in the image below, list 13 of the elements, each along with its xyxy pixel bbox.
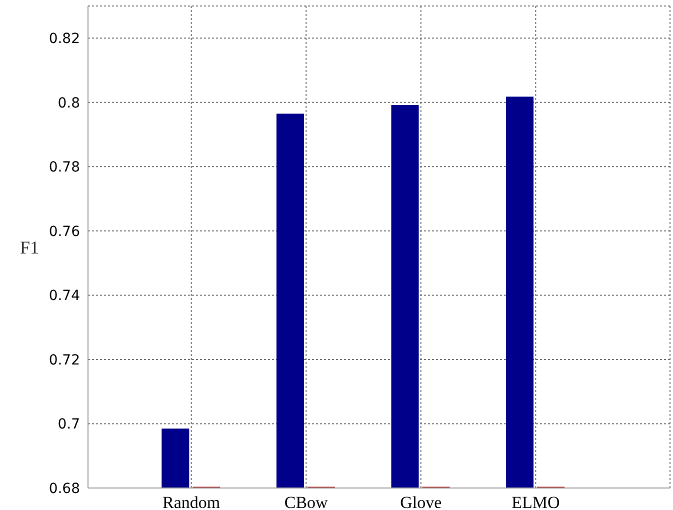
y-axis-title: F1: [20, 237, 40, 258]
x-tick-label: Random: [162, 493, 220, 510]
y-tick-label: 0.7: [58, 416, 80, 433]
y-tick-label: 0.74: [48, 288, 80, 304]
y-tick-label: 0.68: [48, 480, 80, 497]
y-tick-label: 0.72: [48, 352, 80, 368]
y-tick-label: 0.8: [58, 95, 80, 112]
x-tick-label: ELMO: [512, 493, 560, 510]
y-tick-label: 0.82: [48, 31, 80, 48]
x-tick-label: Glove: [400, 493, 442, 510]
y-tick-label: 0.78: [48, 160, 80, 176]
x-tick-label: CBow: [284, 493, 329, 510]
y-tick-label: 0.76: [48, 224, 80, 240]
